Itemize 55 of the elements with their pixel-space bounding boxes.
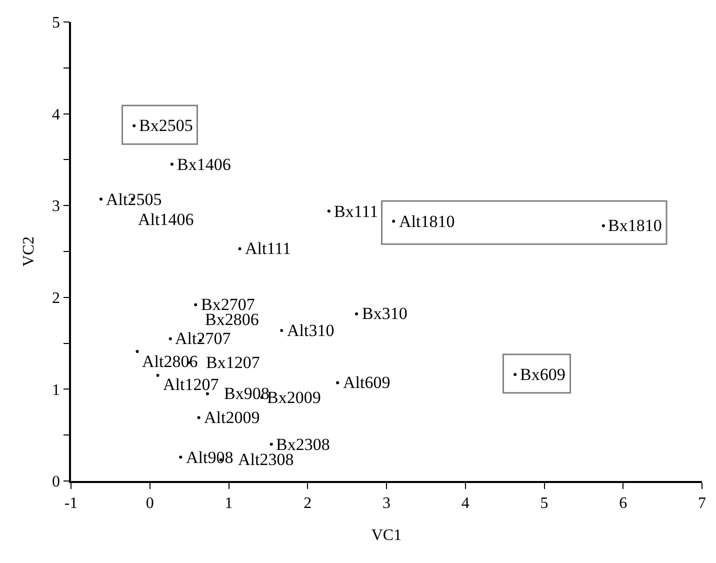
point: [99, 198, 102, 201]
y-tick-label: 1: [52, 382, 60, 399]
y-tick-label: 5: [52, 14, 60, 32]
point: [179, 456, 182, 459]
point: [238, 247, 242, 250]
y-tick-label: 2: [52, 290, 60, 307]
data-label: Alt2806: [142, 352, 198, 371]
data-label: Bx1207: [206, 353, 260, 372]
data-label: Bx310: [362, 304, 408, 323]
point: [355, 312, 358, 316]
y-tick-label: 4: [52, 106, 60, 124]
point: [170, 162, 174, 166]
data-label: Alt908: [186, 448, 234, 467]
data-label: Alt2009: [204, 408, 260, 427]
point: [168, 337, 172, 340]
point: [280, 328, 284, 332]
point: [197, 416, 200, 420]
x-tick-label: 2: [304, 494, 312, 512]
data-label: Alt1207: [163, 375, 220, 394]
data-label: Alt609: [343, 373, 390, 392]
point: [514, 373, 517, 376]
annotation: Alt1810: [399, 212, 455, 231]
x-axis-title: VC1: [371, 527, 402, 544]
x-tick-label: -1: [64, 494, 78, 512]
data-label: Alt310: [287, 321, 334, 340]
annotation: Bx2505: [139, 116, 193, 135]
point: [270, 442, 273, 446]
x-tick-label: 7: [698, 494, 706, 512]
x-tick-label: 3: [382, 494, 390, 512]
x-tick-label: 1: [224, 494, 233, 512]
data-label: Alt2505: [106, 190, 162, 209]
data-label: Alt2707: [175, 329, 232, 348]
y-tick-label: 0: [52, 474, 60, 491]
point: [132, 124, 136, 128]
data-label: Bx2009: [267, 388, 321, 407]
data-label: Alt1406: [138, 210, 194, 229]
annotation: Bx1810: [608, 216, 662, 235]
point: [194, 303, 198, 306]
point: [602, 224, 605, 228]
point: [206, 392, 209, 396]
data-label: Bx1406: [177, 155, 231, 174]
x-tick-label: 6: [619, 494, 628, 512]
point: [136, 350, 139, 354]
x-tick-label: 0: [146, 494, 154, 512]
annotation: Bx609: [520, 365, 566, 384]
y-tick-label: 3: [52, 198, 60, 216]
point: [392, 220, 396, 223]
data-label: Alt111: [245, 239, 291, 258]
data-label: Bx111: [334, 202, 378, 221]
point: [327, 210, 330, 213]
x-tick-label: 4: [461, 494, 470, 512]
point: [336, 381, 340, 384]
point: [156, 374, 160, 377]
x-tick-label: 5: [540, 494, 548, 512]
y-axis-title: VC2: [20, 236, 38, 267]
